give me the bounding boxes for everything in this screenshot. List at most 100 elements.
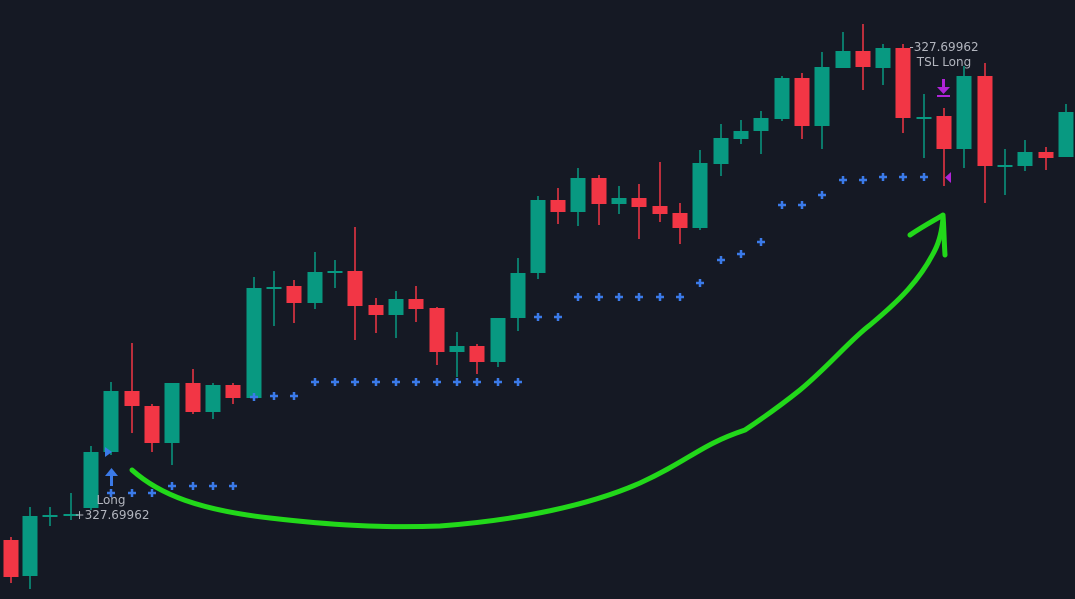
- trailing-stop-plus-icon: [270, 392, 278, 400]
- candle-wick: [70, 493, 72, 520]
- candle[interactable]: [307, 252, 323, 309]
- candle[interactable]: [835, 32, 851, 68]
- trailing-stop-plus-icon: [372, 378, 380, 386]
- candle[interactable]: [855, 24, 871, 90]
- candle[interactable]: [733, 120, 749, 144]
- candle[interactable]: [490, 318, 506, 367]
- candle[interactable]: [875, 44, 891, 85]
- candle[interactable]: [672, 203, 688, 244]
- candle[interactable]: [936, 108, 952, 186]
- candle-body: [550, 200, 566, 212]
- candle[interactable]: [3, 537, 19, 583]
- trailing-stop-plus-icon: [107, 489, 115, 497]
- candle-wick: [456, 332, 458, 377]
- candle-body: [347, 271, 363, 306]
- candle[interactable]: [83, 446, 99, 510]
- trailing-stop-plus-icon: [615, 293, 623, 301]
- annotation-arrowhead: [907, 212, 948, 258]
- trailing-stop-plus-icon: [818, 191, 826, 199]
- candle[interactable]: [22, 507, 38, 589]
- trailing-stop-plus-icon: [189, 482, 197, 490]
- candle[interactable]: [570, 168, 586, 226]
- candle[interactable]: [814, 52, 830, 149]
- candle[interactable]: [753, 111, 769, 154]
- candle-wick: [334, 260, 336, 288]
- candle[interactable]: [388, 291, 404, 338]
- candle-body: [1058, 112, 1074, 157]
- candle[interactable]: [1038, 147, 1054, 170]
- candle[interactable]: [469, 344, 485, 374]
- candle[interactable]: [591, 175, 607, 225]
- candle[interactable]: [916, 94, 932, 158]
- candle[interactable]: [895, 44, 911, 133]
- candle-body: [490, 318, 506, 362]
- candle[interactable]: [956, 66, 972, 168]
- candle-wick: [375, 298, 377, 333]
- candle[interactable]: [631, 184, 647, 239]
- candle[interactable]: [510, 258, 526, 331]
- candle-body: [63, 514, 79, 516]
- candle-body: [814, 67, 830, 126]
- candle-body: [895, 48, 911, 118]
- candle[interactable]: [550, 188, 566, 224]
- candle[interactable]: [692, 150, 708, 230]
- candle[interactable]: [185, 369, 201, 414]
- candle[interactable]: [429, 307, 445, 365]
- candle-body: [266, 287, 282, 289]
- candle[interactable]: [347, 227, 363, 340]
- candle[interactable]: [1017, 140, 1033, 171]
- trailing-stop-plus-icon: [839, 176, 847, 184]
- candle[interactable]: [611, 186, 627, 214]
- entry-signal[interactable]: Long +327.69962: [75, 447, 150, 522]
- candle[interactable]: [530, 196, 546, 279]
- candle[interactable]: [42, 507, 58, 526]
- candle[interactable]: [408, 286, 424, 322]
- trailing-stop-plus-icon: [290, 392, 298, 400]
- candle-body: [408, 299, 424, 309]
- arrow-down-icon: [937, 79, 950, 97]
- trailing-stop-plus-icon: [473, 378, 481, 386]
- candle-body: [794, 78, 810, 126]
- trailing-stop-plus-icon: [920, 173, 928, 181]
- candle[interactable]: [1058, 104, 1074, 157]
- trailing-stop-plus-icon: [250, 393, 258, 401]
- exit-signal[interactable]: -327.69962 TSL Long: [909, 40, 979, 183]
- candle-body: [835, 51, 851, 68]
- candle[interactable]: [124, 343, 140, 433]
- candle[interactable]: [63, 493, 79, 520]
- candle-body: [327, 271, 343, 273]
- candle-body: [936, 116, 952, 149]
- candle[interactable]: [977, 63, 993, 203]
- entry-value: +327.69962: [75, 508, 150, 522]
- candle[interactable]: [225, 383, 241, 404]
- candle[interactable]: [205, 383, 221, 419]
- candle[interactable]: [997, 149, 1013, 195]
- candle[interactable]: [713, 124, 729, 176]
- candle[interactable]: [368, 298, 384, 333]
- candle-body: [205, 385, 221, 412]
- candle-body: [591, 178, 607, 204]
- trailing-stop-layer: [107, 173, 928, 497]
- candle[interactable]: [144, 404, 160, 452]
- candle[interactable]: [652, 162, 668, 222]
- candle[interactable]: [449, 332, 465, 377]
- candle-body: [307, 272, 323, 303]
- candle-body: [1038, 152, 1054, 158]
- candle[interactable]: [103, 382, 119, 455]
- annotation-arrow: [129, 212, 948, 530]
- trailing-stop-plus-icon: [229, 482, 237, 490]
- candle[interactable]: [246, 277, 262, 400]
- trailing-stop-plus-icon: [311, 378, 319, 386]
- candle[interactable]: [327, 260, 343, 288]
- trailing-stop-plus-icon: [899, 173, 907, 181]
- candle[interactable]: [266, 271, 282, 326]
- candle[interactable]: [774, 76, 790, 121]
- candle[interactable]: [164, 383, 180, 465]
- candle[interactable]: [286, 280, 302, 323]
- candle-body: [774, 78, 790, 119]
- candle[interactable]: [794, 73, 810, 139]
- candle-body: [733, 131, 749, 139]
- trailing-stop-plus-icon: [656, 293, 664, 301]
